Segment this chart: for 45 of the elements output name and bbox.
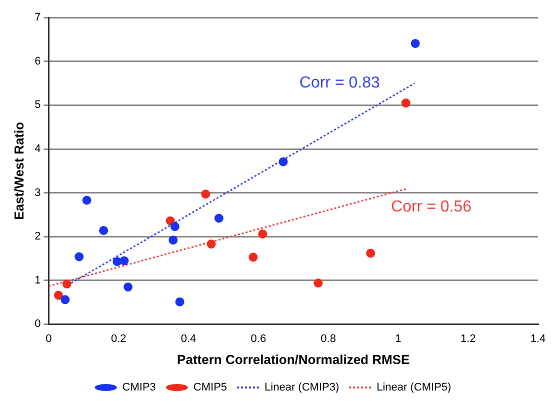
point	[175, 297, 184, 306]
legend-label: CMIP3	[122, 382, 156, 394]
x-tick-label: 1.2	[460, 332, 476, 345]
point	[248, 252, 258, 262]
y-tick-label: 3	[34, 186, 41, 199]
point	[74, 252, 84, 262]
point	[278, 157, 288, 166]
point	[410, 38, 420, 48]
annotation: Corr = 0.56	[391, 198, 472, 216]
point	[168, 236, 178, 245]
point	[201, 190, 210, 199]
x-tick-label: 0	[46, 332, 52, 345]
legend-label: Linear (CMIP5)	[376, 382, 452, 394]
point	[54, 290, 64, 300]
x-tick-label: 0.2	[110, 332, 126, 345]
point	[314, 278, 323, 288]
y-tick-label: 0	[34, 318, 41, 330]
point	[366, 248, 376, 258]
y-tick-label: 6	[34, 55, 41, 68]
point	[170, 222, 180, 232]
point	[214, 214, 224, 223]
point	[401, 98, 410, 108]
point	[124, 282, 133, 292]
y-tick-label: 5	[34, 99, 41, 112]
annotation: Corr = 0.83	[299, 74, 380, 92]
x-tick-label: 1.4	[530, 332, 546, 345]
y-tick-label: 4	[34, 143, 41, 156]
y-tick-label: 2	[34, 230, 41, 243]
point	[62, 279, 72, 288]
point	[120, 256, 129, 266]
x-tick-label: 0.6	[250, 332, 266, 345]
point	[258, 229, 268, 238]
x-tick-label: 0.8	[320, 332, 336, 345]
x-tick-label: 0.4	[180, 332, 196, 345]
legend-label: CMIP5	[193, 382, 228, 394]
x-tick-label: 1	[395, 332, 402, 345]
legend-label: Linear (CMIP3)	[264, 382, 340, 394]
y-axis-title: East/West Ratio	[11, 122, 26, 220]
y-tick-label: 7	[34, 12, 41, 24]
point	[99, 226, 108, 235]
point	[82, 196, 92, 205]
point	[60, 295, 70, 304]
x-axis-title: Pattern Correlation/Normalized RMSE	[177, 352, 410, 367]
y-tick-label: 1	[34, 274, 41, 286]
point	[206, 240, 216, 249]
